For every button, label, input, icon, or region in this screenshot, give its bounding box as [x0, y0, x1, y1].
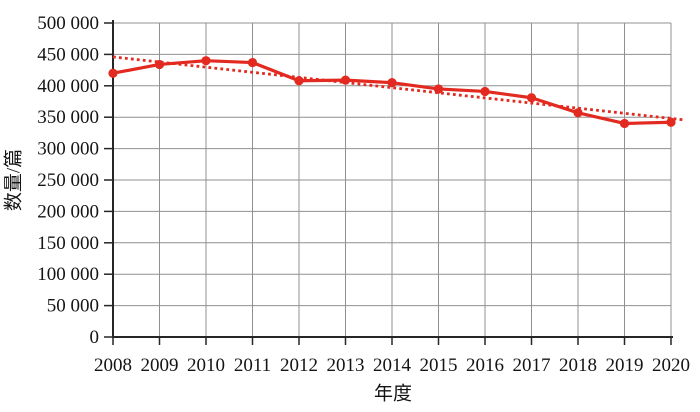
y-tick-label: 250 000 [37, 170, 99, 191]
data-point-marker [247, 57, 258, 68]
data-point-marker [201, 56, 211, 66]
y-axis-title: 数量/篇 [3, 148, 25, 212]
data-point-marker [666, 117, 676, 127]
x-tick-label: 2012 [280, 355, 318, 376]
x-tick-label: 2019 [606, 355, 644, 376]
x-tick-label: 2014 [373, 355, 412, 376]
x-tick-label: 2016 [466, 355, 504, 376]
data-point-marker [573, 108, 583, 118]
x-tick-label: 2009 [141, 355, 179, 376]
x-tick-label: 2011 [234, 355, 271, 376]
data-point-marker [480, 86, 490, 97]
y-tick-label: 200 000 [37, 201, 99, 222]
data-point-marker [433, 84, 444, 94]
x-tick-label: 2010 [187, 355, 225, 376]
y-tick-label: 450 000 [37, 44, 99, 65]
y-tick-label: 300 000 [37, 139, 99, 160]
data-point-marker [387, 78, 397, 88]
x-tick-label: 2018 [559, 355, 597, 376]
x-axis-title: 年度 [373, 383, 413, 405]
y-tick-label: 350 000 [37, 107, 99, 128]
data-point-marker [294, 76, 304, 86]
y-tick-label: 400 000 [37, 76, 99, 97]
data-point-marker [154, 59, 165, 70]
trend-line [112, 55, 683, 122]
data-point-marker [340, 75, 351, 85]
x-tick-label: 2020 [652, 355, 690, 376]
x-tick-label: 2017 [513, 355, 551, 376]
x-tick-label: 2013 [327, 355, 365, 376]
x-tick-label: 2015 [420, 355, 458, 376]
data-point-marker [619, 118, 630, 129]
y-tick-label: 100 000 [37, 264, 99, 285]
data-point-marker [526, 93, 537, 103]
y-tick-label: 500 000 [37, 13, 99, 34]
y-tick-label: 50 000 [47, 296, 99, 317]
x-tick-label: 2008 [94, 355, 132, 376]
data-point-marker [108, 68, 118, 78]
y-tick-label: 150 000 [37, 233, 99, 254]
y-tick-label: 0 [90, 327, 100, 348]
